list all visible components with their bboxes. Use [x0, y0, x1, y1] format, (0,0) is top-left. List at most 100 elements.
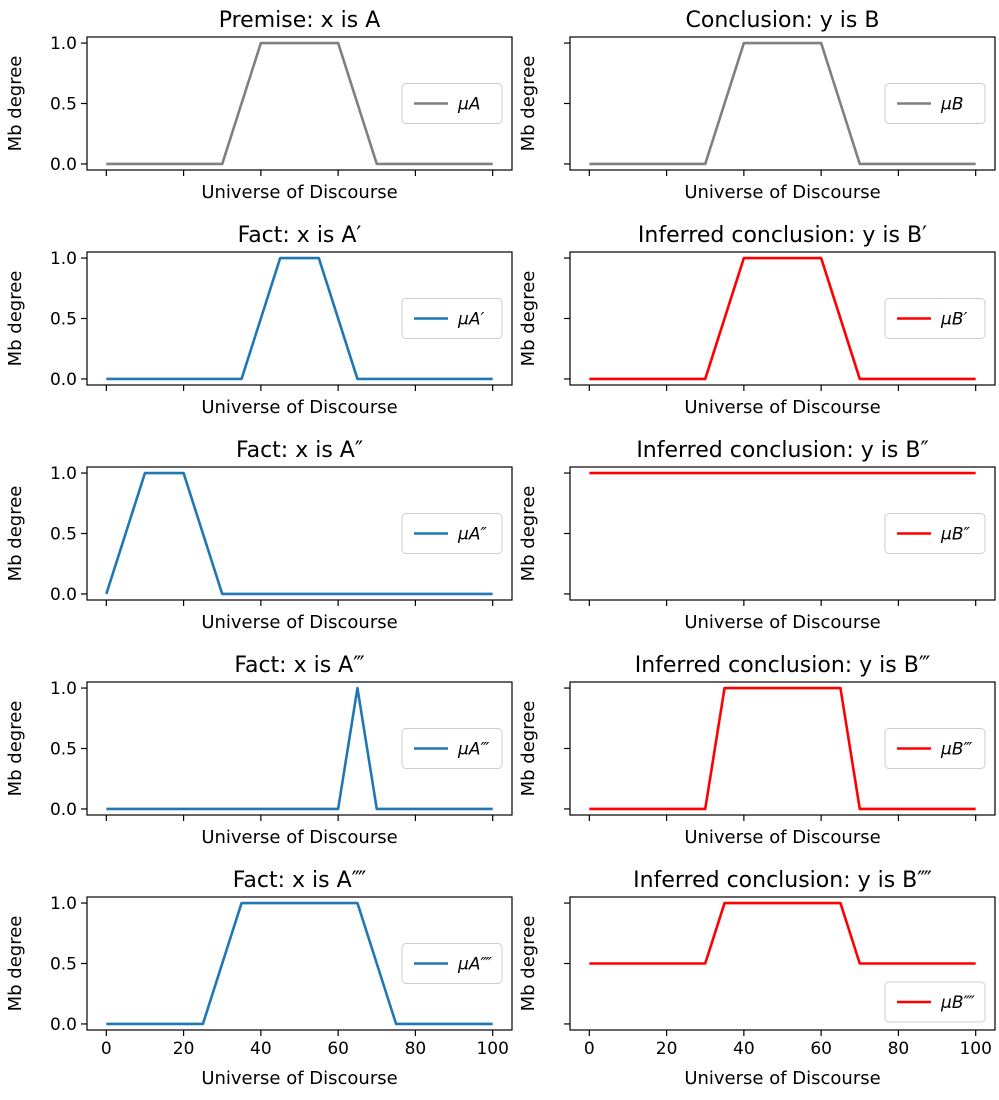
chart-1-legend: μA	[401, 83, 503, 124]
chart-10-xtick-label-60: 60	[810, 1039, 832, 1059]
chart-10-legend-label: μB⁗	[940, 993, 975, 1013]
chart-5-ytick-label-0: 0.0	[50, 585, 77, 605]
chart-8-xlabel: Universe of Discourse	[684, 827, 880, 848]
chart-8-legend-label: μB‴	[940, 740, 972, 760]
subplot-5: Fact: x is A″ 0.0 0.5 1.0 Universe of Discou…	[5, 438, 513, 633]
subplot-4: Inferred conclusion: y is B′ Universe of …	[518, 223, 996, 418]
chart-5-series-line-1	[105, 471, 493, 596]
chart-10-ylabel: Mb degree	[518, 916, 539, 1012]
chart-9-xlabel: Universe of Discourse	[201, 1068, 397, 1089]
chart-3-legend: μA′	[401, 298, 503, 339]
chart-9-ytick-label-0: 0.0	[50, 1015, 77, 1035]
chart-1-ytick-label-1: 1.0	[50, 34, 77, 54]
chart-5-ytick-label-0.5: 0.5	[50, 525, 77, 545]
chart-10-series-line-1	[589, 901, 976, 965]
chart-6-title: Inferred conclusion: y is B″	[636, 438, 928, 463]
chart-9-xtick-label-40: 40	[250, 1039, 272, 1059]
chart-9-xtick-label-0: 0	[101, 1039, 112, 1059]
subplot-10: Inferred conclusion: y is B⁗ 0 20 40 60 80 100…	[518, 868, 996, 1089]
chart-1-legend-label: μA	[457, 95, 480, 115]
chart-4-legend-box	[884, 298, 986, 339]
chart-7-ylabel: Mb degree	[5, 701, 26, 797]
chart-1-title: Premise: x is A	[219, 8, 381, 33]
chart-5-legend-box	[401, 513, 503, 554]
chart-2-ylabel: Mb degree	[518, 56, 539, 152]
chart-1-ytick-label-0.5: 0.5	[50, 95, 77, 115]
chart-7-ytick-label-0: 0.0	[50, 800, 77, 820]
chart-9-series-line-1	[106, 901, 493, 1026]
chart-10-legend-box	[884, 981, 986, 1023]
chart-8-legend-box	[884, 728, 986, 769]
chart-9-ytick-label-1: 1.0	[50, 894, 77, 914]
chart-2-legend-label: μB	[940, 95, 963, 115]
chart-6-legend-box	[884, 513, 986, 554]
chart-10-xlabel: Universe of Discourse	[684, 1068, 880, 1089]
chart-3-legend-label: μA′	[457, 310, 484, 330]
chart-10-xtick-label-0: 0	[584, 1039, 595, 1059]
chart-10-title: Inferred conclusion: y is B⁗	[633, 868, 932, 893]
chart-10-legend: μB⁗	[884, 981, 986, 1023]
chart-8-series-line-1	[589, 686, 976, 811]
chart-9-ylabel: Mb degree	[5, 916, 26, 1012]
chart-1-xlabel: Universe of Discourse	[201, 182, 397, 203]
chart-5-ylabel: Mb degree	[5, 486, 26, 582]
chart-1-legend-box	[401, 83, 503, 124]
chart-6-xlabel: Universe of Discourse	[684, 612, 880, 633]
chart-2-series-line-1	[589, 41, 976, 166]
chart-10-xtick-label-40: 40	[733, 1039, 755, 1059]
chart-4-legend-label: μB′	[940, 310, 967, 330]
chart-4-title: Inferred conclusion: y is B′	[638, 223, 927, 248]
chart-6-legend: μB″	[884, 513, 986, 554]
chart-10-xtick-label-100: 100	[959, 1039, 991, 1059]
subplot-8: Inferred conclusion: y is B‴ Universe of …	[518, 653, 996, 848]
chart-2-legend: μB	[884, 83, 986, 124]
chart-5-ytick-label-1: 1.0	[50, 464, 77, 484]
chart-1-ytick-label-0: 0.0	[50, 155, 77, 175]
chart-8-legend: μB‴	[884, 728, 986, 769]
chart-1-series-line-1	[106, 41, 493, 166]
chart-6-ylabel: Mb degree	[518, 486, 539, 582]
subplot-7: Fact: x is A‴ 0.0 0.5 1.0 Universe of Discou…	[5, 653, 513, 848]
chart-2-title: Conclusion: y is B	[686, 8, 880, 33]
chart-4-series-line-1	[589, 256, 976, 381]
chart-9-legend-label: μA⁗	[457, 955, 492, 975]
chart-9-legend-box	[401, 943, 503, 984]
chart-3-ytick-label-1: 1.0	[50, 249, 77, 269]
chart-4-legend: μB′	[884, 298, 986, 339]
chart-3-ylabel: Mb degree	[5, 271, 26, 367]
chart-3-series-line-1	[106, 256, 493, 381]
chart-3-legend-box	[401, 298, 503, 339]
chart-5-xlabel: Universe of Discourse	[201, 612, 397, 633]
subplot-3: Fact: x is A′ 0.0 0.5 1.0 Universe of Discou…	[5, 223, 513, 418]
chart-8-ylabel: Mb degree	[518, 701, 539, 797]
chart-2-xlabel: Universe of Discourse	[684, 182, 880, 203]
subplot-1: Premise: x is A 0.0 0.5 1.0 Universe of Disc…	[5, 8, 513, 203]
subplot-6: Inferred conclusion: y is B″ Universe of …	[518, 438, 996, 633]
chart-9-legend: μA⁗	[401, 943, 503, 984]
chart-7-series-line-1	[106, 686, 493, 811]
chart-4-ylabel: Mb degree	[518, 271, 539, 367]
chart-7-ytick-label-1: 1.0	[50, 679, 77, 699]
chart-4-xlabel: Universe of Discourse	[684, 397, 880, 418]
chart-7-legend-box	[401, 728, 503, 769]
chart-6-legend-label: μB″	[940, 525, 970, 545]
chart-5-legend: μA″	[401, 513, 503, 554]
chart-5-legend-label: μA″	[457, 525, 487, 545]
chart-10-xtick-label-20: 20	[656, 1039, 678, 1059]
chart-9-xtick-label-60: 60	[327, 1039, 349, 1059]
chart-10-xtick-label-80: 80	[888, 1039, 910, 1059]
chart-5-title: Fact: x is A″	[236, 438, 363, 463]
chart-1-ylabel: Mb degree	[5, 56, 26, 152]
chart-9-xtick-label-80: 80	[405, 1039, 427, 1059]
chart-9-title: Fact: x is A⁗	[233, 868, 367, 893]
chart-7-legend-label: μA‴	[457, 740, 489, 760]
chart-7-legend: μA‴	[401, 728, 503, 769]
chart-9-xtick-label-100: 100	[476, 1039, 508, 1059]
chart-9-ytick-label-0.5: 0.5	[50, 955, 77, 975]
chart-7-xlabel: Universe of Discourse	[201, 827, 397, 848]
chart-3-title: Fact: x is A′	[238, 223, 362, 248]
chart-3-xlabel: Universe of Discourse	[201, 397, 397, 418]
chart-7-title: Fact: x is A‴	[234, 653, 364, 678]
chart-8-title: Inferred conclusion: y is B‴	[635, 653, 931, 678]
chart-9-xtick-label-20: 20	[173, 1039, 195, 1059]
